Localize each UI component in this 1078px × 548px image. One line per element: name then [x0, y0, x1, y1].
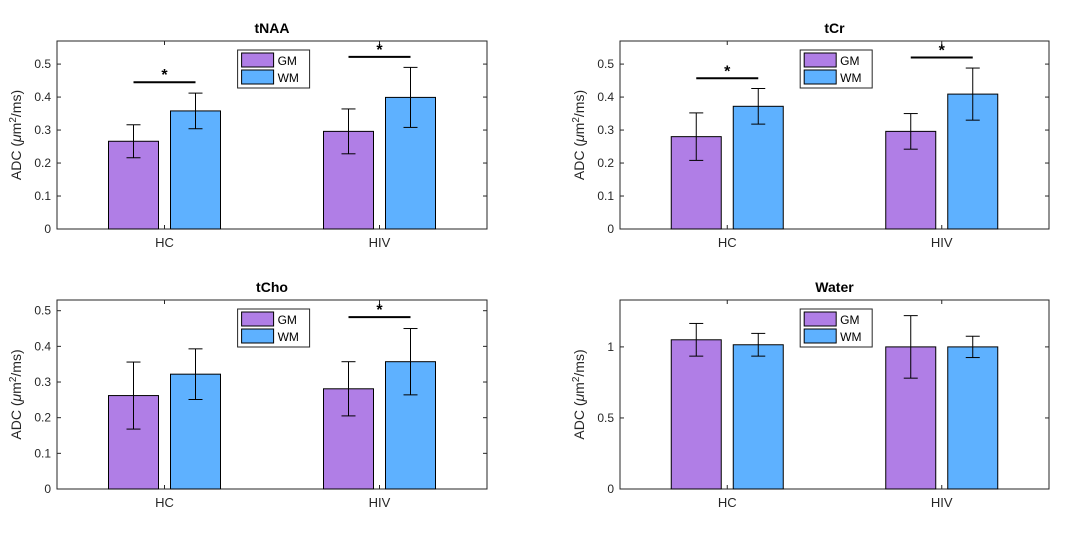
chart-title: Water [815, 279, 854, 295]
bar-wm-hc [732, 344, 784, 490]
y-axis-label-mu: μ [8, 134, 24, 143]
legend-label-gm: GM [278, 313, 297, 327]
y-tick-label: 0.5 [34, 57, 51, 71]
y-axis-label-prefix: ADC ( [571, 401, 587, 439]
y-tick-label: 0 [607, 482, 614, 496]
legend-swatch-wm [241, 69, 275, 85]
bar-wm-hc [170, 110, 221, 230]
chart-panel-water: Water 0 0.5 1 ADC (μm2/ms) HC HIV GM WM [571, 279, 1050, 510]
bar-wm-hc [732, 105, 784, 230]
significance-star: * [376, 42, 383, 59]
y-tick-label: 0.3 [597, 123, 614, 137]
y-axis-label-unit: m [571, 382, 587, 394]
y-axis-label-mu: μ [571, 134, 587, 143]
legend-swatch-gm [241, 52, 275, 68]
y-tick-label: 0.1 [34, 189, 51, 203]
significance-star: * [161, 67, 168, 84]
y-tick-label: 0.2 [34, 411, 51, 425]
x-tick-label: HIV [369, 235, 391, 250]
y-axis-label-sup: 2 [571, 376, 582, 382]
legend-label-wm: WM [278, 330, 299, 344]
y-axis-label-prefix: ADC ( [571, 142, 587, 180]
x-tick-label: HC [718, 495, 737, 510]
y-tick-label: 0.3 [34, 123, 51, 137]
chart-title: tCr [824, 20, 845, 36]
legend-label-gm: GM [278, 54, 297, 68]
chart-panel-tcho: tCho 0 0.1 0.2 0.3 0.4 0.5 ADC (μm2/ms) HC HIV * GM… [8, 279, 488, 510]
bar-wm-hiv [947, 346, 999, 490]
legend-swatch-wm [803, 69, 837, 85]
y-axis-label-suffix: /ms) [8, 90, 24, 117]
y-tick-label: 0.4 [34, 339, 51, 353]
significance-star: * [724, 63, 731, 80]
y-tick-label: 0.2 [597, 156, 614, 170]
bar-gm-hc [670, 339, 722, 490]
x-tick-label: HIV [369, 495, 391, 510]
y-axis-label-suffix: /ms) [571, 349, 587, 376]
y-tick-label: 0.1 [34, 446, 51, 460]
y-axis-label-unit: m [8, 382, 24, 394]
y-axis-label-suffix: /ms) [8, 349, 24, 376]
chart-panel-tnaa: tNAA 0 0.1 0.2 0.3 0.4 0.5 ADC (μm2/ms) HC HIV * * G… [8, 20, 488, 250]
y-tick-label: 0.3 [34, 375, 51, 389]
y-axis-label: ADC (μm2/ms) [8, 349, 25, 439]
legend-swatch-gm [803, 311, 837, 327]
y-axis-label-unit: m [571, 123, 587, 135]
legend-label-gm: GM [840, 54, 859, 68]
y-tick-label: 0.1 [597, 189, 614, 203]
y-tick-label: 1 [607, 340, 614, 354]
x-tick-label: HIV [931, 235, 953, 250]
y-axis-label-sup: 2 [571, 117, 582, 123]
y-tick-label: 0.2 [34, 156, 51, 170]
y-tick-label: 0 [44, 222, 51, 236]
y-axis-label-sup: 2 [8, 376, 19, 382]
legend-swatch-wm [803, 328, 837, 344]
y-axis-label-suffix: /ms) [571, 90, 587, 117]
y-tick-label: 0.4 [34, 90, 51, 104]
significance-star: * [939, 42, 946, 59]
legend-label-wm: WM [278, 71, 299, 85]
chart-title: tCho [256, 279, 288, 295]
legend-swatch-gm [803, 52, 837, 68]
legend-label-wm: WM [840, 330, 861, 344]
y-axis-label-prefix: ADC ( [8, 401, 24, 439]
bar-gm-hiv [885, 130, 937, 230]
y-axis-label-sup: 2 [8, 117, 19, 123]
x-tick-label: HIV [931, 495, 953, 510]
y-tick-label: 0.4 [597, 90, 614, 104]
x-tick-label: HC [155, 235, 174, 250]
y-axis-label: ADC (μm2/ms) [8, 90, 25, 180]
legend-swatch-gm [241, 311, 275, 327]
legend-label-gm: GM [840, 313, 859, 327]
y-tick-label: 0 [44, 482, 51, 496]
y-axis-label: ADC (μm2/ms) [571, 90, 588, 180]
y-axis-label: ADC (μm2/ms) [571, 349, 588, 439]
y-tick-label: 0.5 [597, 411, 614, 425]
y-axis-label-unit: m [8, 123, 24, 135]
x-tick-label: HC [155, 495, 174, 510]
y-axis-label-mu: μ [8, 394, 24, 403]
chart-panel-tcr: tCr 0 0.1 0.2 0.3 0.4 0.5 ADC (μm2/ms) HC HIV * * GM… [571, 20, 1050, 250]
y-axis-label-prefix: ADC ( [8, 142, 24, 180]
x-tick-label: HC [718, 235, 737, 250]
y-tick-label: 0.5 [597, 57, 614, 71]
y-tick-label: 0.5 [34, 304, 51, 318]
significance-star: * [376, 302, 383, 319]
legend-label-wm: WM [840, 71, 861, 85]
y-axis-label-mu: μ [571, 394, 587, 403]
legend-swatch-wm [241, 328, 275, 344]
chart-title: tNAA [255, 20, 290, 36]
y-tick-label: 0 [607, 222, 614, 236]
